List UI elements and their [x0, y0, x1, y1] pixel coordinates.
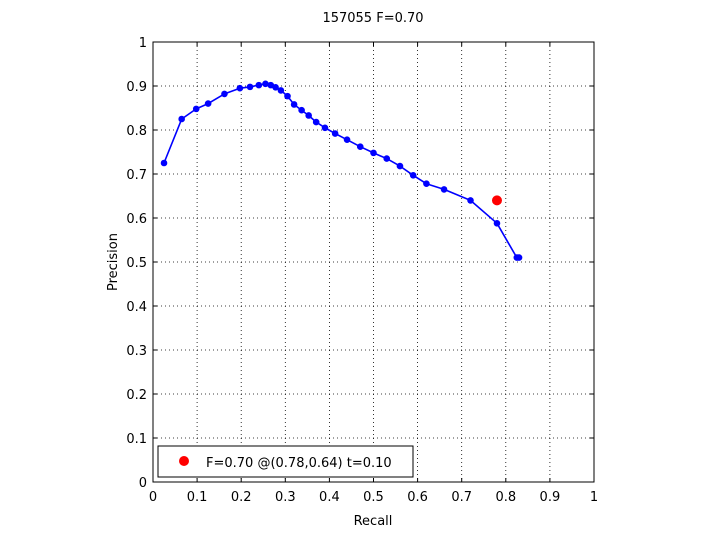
series-layer — [160, 80, 523, 261]
plot-frame — [152, 41, 595, 483]
data-point — [262, 80, 269, 88]
x-tick-label: 0.2 — [231, 490, 252, 505]
y-tick-labels: 0 0.1 0.2 0.3 0.4 0.5 0.6 0.7 0.8 0.9 1 — [126, 36, 147, 491]
chart-title: 157055 F=0.70 — [322, 11, 423, 26]
data-point — [356, 143, 364, 151]
y-tick-label: 0.4 — [126, 300, 147, 315]
y-tick-label: 0.8 — [126, 124, 147, 139]
data-point — [290, 101, 298, 108]
legend-label: F=0.70 @(0.78,0.64) t=0.10 — [206, 456, 392, 471]
y-tick-label: 0.5 — [126, 256, 147, 271]
data-point — [396, 162, 404, 170]
highlight-layer — [491, 195, 502, 206]
x-tick-label: 0.8 — [495, 490, 516, 505]
x-tick-label: 0.4 — [319, 490, 340, 505]
y-tick-label: 0.7 — [126, 168, 147, 183]
x-tick-label: 0.6 — [407, 490, 428, 505]
x-tick-label: 0.5 — [363, 490, 384, 505]
data-point — [409, 172, 417, 179]
data-point — [423, 180, 430, 187]
x-tick-label: 0.1 — [187, 490, 208, 505]
axis-ticks — [152, 41, 595, 483]
data-point — [236, 84, 244, 92]
legend-box — [157, 445, 414, 478]
y-tick-label: 0 — [139, 476, 147, 491]
data-point — [321, 124, 329, 132]
y-tick-label: 0.9 — [126, 80, 147, 95]
data-point — [493, 219, 501, 227]
data-point — [440, 186, 448, 193]
data-point — [160, 159, 168, 167]
x-tick-label: 0 — [149, 490, 157, 505]
best-f-point — [491, 195, 502, 206]
y-axis-label: Precision — [106, 233, 121, 291]
data-point — [467, 197, 474, 204]
data-point — [192, 105, 200, 113]
x-axis-label: Recall — [354, 514, 393, 529]
data-point — [204, 100, 212, 107]
data-point — [370, 149, 377, 157]
grid-lines — [153, 42, 594, 482]
data-point — [298, 106, 305, 114]
data-point — [221, 90, 228, 98]
x-tick-labels: 0 0.1 0.2 0.3 0.4 0.5 0.6 0.7 0.8 0.9 1 — [149, 490, 598, 505]
y-tick-label: 1 — [139, 36, 147, 51]
y-tick-label: 0.3 — [126, 344, 147, 359]
legend: F=0.70 @(0.78,0.64) t=0.10 — [157, 445, 414, 478]
data-point — [515, 254, 523, 261]
x-tick-label: 1 — [590, 490, 598, 505]
legend-marker — [179, 456, 189, 466]
data-point — [331, 130, 339, 137]
data-point — [277, 87, 285, 94]
x-tick-label: 0.9 — [540, 490, 561, 505]
data-point — [305, 112, 312, 119]
data-point — [246, 83, 254, 91]
data-point — [284, 92, 291, 100]
data-point — [312, 118, 320, 126]
data-point — [343, 136, 351, 143]
y-tick-label: 0.2 — [126, 388, 147, 403]
y-tick-label: 0.6 — [126, 212, 147, 227]
x-tick-label: 0.3 — [275, 490, 296, 505]
data-point — [178, 115, 185, 123]
data-point — [255, 81, 263, 89]
x-tick-label: 0.7 — [451, 490, 472, 505]
y-tick-label: 0.1 — [126, 432, 147, 447]
data-point — [272, 84, 279, 91]
data-point — [383, 155, 391, 162]
